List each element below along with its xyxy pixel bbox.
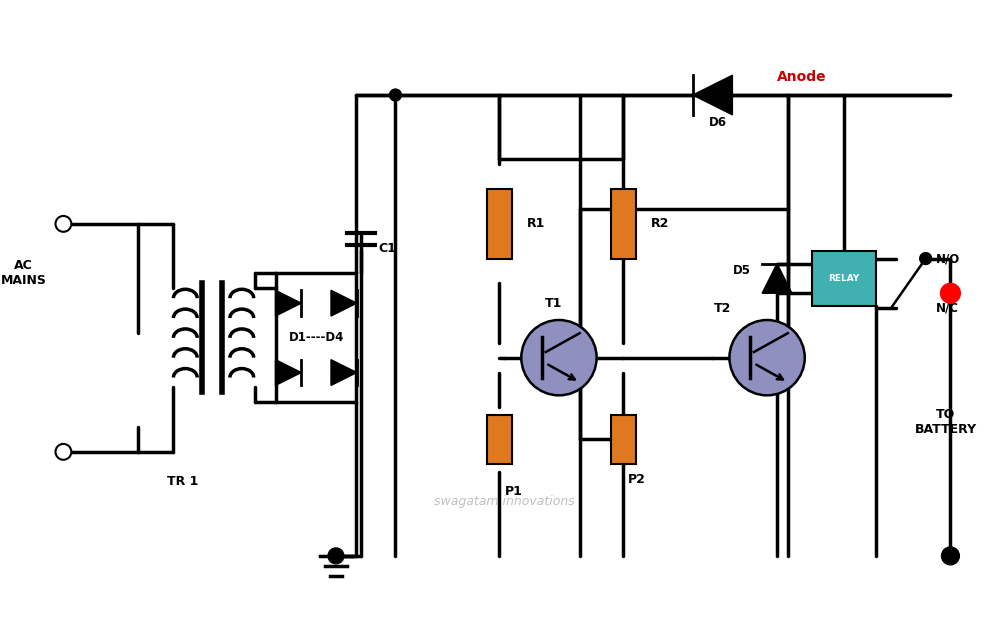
Bar: [487, 189, 512, 258]
Circle shape: [941, 284, 960, 303]
Polygon shape: [762, 264, 792, 293]
Bar: [611, 189, 636, 258]
Bar: [812, 251, 876, 305]
Circle shape: [389, 89, 401, 101]
Bar: [276, 273, 356, 403]
Polygon shape: [693, 75, 732, 115]
Text: TR 1: TR 1: [167, 475, 198, 488]
Text: N/O: N/O: [936, 252, 960, 265]
Text: R1: R1: [527, 217, 546, 230]
Polygon shape: [275, 290, 301, 316]
Text: T2: T2: [714, 302, 731, 314]
Text: D1----D4: D1----D4: [288, 331, 344, 345]
Text: D6: D6: [709, 116, 727, 129]
Circle shape: [328, 548, 344, 564]
Text: T1: T1: [545, 296, 563, 310]
Text: swagatam innovations: swagatam innovations: [434, 495, 575, 508]
Circle shape: [521, 320, 597, 395]
Text: R2: R2: [651, 217, 670, 230]
Polygon shape: [275, 359, 301, 385]
Circle shape: [55, 444, 71, 460]
Text: C1: C1: [379, 242, 396, 255]
Polygon shape: [331, 359, 357, 385]
Text: N/C: N/C: [936, 302, 959, 314]
Text: AC
MAINS: AC MAINS: [1, 259, 47, 287]
Circle shape: [729, 320, 805, 395]
Text: RELAY: RELAY: [828, 274, 860, 283]
Bar: [611, 415, 636, 464]
Circle shape: [942, 547, 959, 565]
Bar: [487, 415, 512, 464]
Text: P2: P2: [628, 473, 646, 485]
Text: Anode: Anode: [777, 70, 827, 84]
Text: P1: P1: [504, 485, 522, 498]
Circle shape: [55, 216, 71, 232]
Text: D5: D5: [733, 264, 751, 277]
Text: TO
BATTERY: TO BATTERY: [914, 408, 977, 436]
Circle shape: [920, 253, 932, 264]
Polygon shape: [331, 290, 357, 316]
